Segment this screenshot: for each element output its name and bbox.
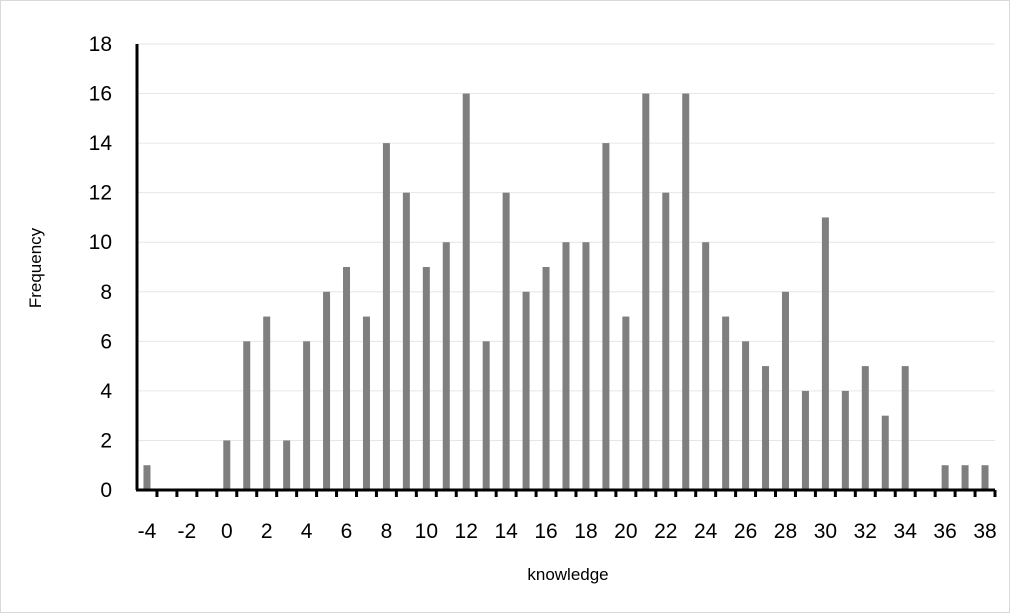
bar	[482, 341, 490, 490]
bar	[462, 93, 470, 490]
x-tick-label: 34	[894, 520, 918, 543]
bar	[422, 267, 430, 490]
x-tick-label: -2	[178, 520, 197, 543]
bar	[821, 217, 829, 490]
x-tick-label: 6	[341, 520, 353, 543]
bar	[702, 242, 710, 490]
x-tick-label: 18	[574, 520, 597, 543]
y-tick-label: 4	[100, 380, 112, 403]
x-tick-label: 12	[455, 520, 478, 543]
y-tick-label: 6	[100, 330, 112, 353]
y-tick-labels: 0 2 4 6 8 10 12 14 16 18	[89, 33, 113, 502]
bar	[781, 291, 789, 490]
x-tick-label: 10	[415, 520, 438, 543]
bar	[762, 366, 770, 490]
x-tick-label: 38	[973, 520, 996, 543]
x-tick-label: 16	[534, 520, 557, 543]
bar	[662, 192, 670, 491]
x-tick-label: 4	[301, 520, 313, 543]
x-axis-title: knowledge	[527, 565, 608, 584]
x-tick-label: 24	[694, 520, 718, 543]
bar	[602, 143, 610, 491]
x-tick-label: 14	[494, 520, 518, 543]
x-tick-label: 20	[614, 520, 637, 543]
bar	[622, 316, 630, 490]
y-tick-label: 8	[100, 281, 112, 304]
bar	[442, 242, 450, 490]
bar	[941, 465, 949, 490]
x-tick-labels: -4 -2 0 2 4 6 8 10 12 14 16 18 20 22 24 26 28 30 32 34 36 38	[138, 520, 997, 543]
bar	[861, 366, 869, 490]
y-axis-title: Frequency	[26, 227, 45, 308]
x-tick-label: 2	[261, 520, 273, 543]
bar	[143, 465, 151, 490]
bar	[522, 291, 530, 490]
y-tick-label: 10	[89, 231, 112, 254]
bar	[402, 192, 410, 491]
y-tick-label: 16	[89, 83, 112, 106]
bar	[263, 316, 271, 490]
bar	[722, 316, 730, 490]
bar	[283, 440, 291, 490]
bar	[223, 440, 231, 490]
bar	[582, 242, 590, 490]
bar	[502, 192, 510, 491]
bar	[562, 242, 570, 490]
bar	[542, 267, 550, 490]
x-tick-label: -4	[138, 520, 157, 543]
bar	[682, 93, 690, 490]
x-tick-label: 0	[221, 520, 233, 543]
bar	[901, 366, 909, 490]
x-tick-label: 22	[654, 520, 677, 543]
y-tick-label: 12	[89, 182, 112, 205]
bar	[841, 390, 849, 490]
x-tick-label: 28	[774, 520, 797, 543]
y-tick-label: 18	[89, 33, 112, 56]
bar	[742, 341, 750, 490]
bar	[981, 465, 989, 490]
bar	[382, 143, 390, 491]
bar	[243, 341, 251, 490]
bar	[343, 267, 351, 490]
bar	[303, 341, 311, 490]
x-tick-label: 26	[734, 520, 757, 543]
x-tick-label: 36	[933, 520, 956, 543]
bars	[143, 93, 989, 491]
bar	[961, 465, 969, 490]
bar	[642, 93, 650, 490]
bar	[801, 390, 809, 490]
x-tick-label: 32	[854, 520, 877, 543]
y-tick-label: 14	[89, 132, 113, 155]
bar	[881, 415, 889, 490]
x-tick-label: 8	[381, 520, 393, 543]
y-tick-label: 2	[100, 429, 112, 452]
bar	[323, 291, 331, 490]
y-tick-label: 0	[100, 479, 112, 502]
x-tick-label: 30	[814, 520, 837, 543]
bar	[362, 316, 370, 490]
axes	[135, 44, 997, 497]
gridlines	[137, 43, 995, 441]
